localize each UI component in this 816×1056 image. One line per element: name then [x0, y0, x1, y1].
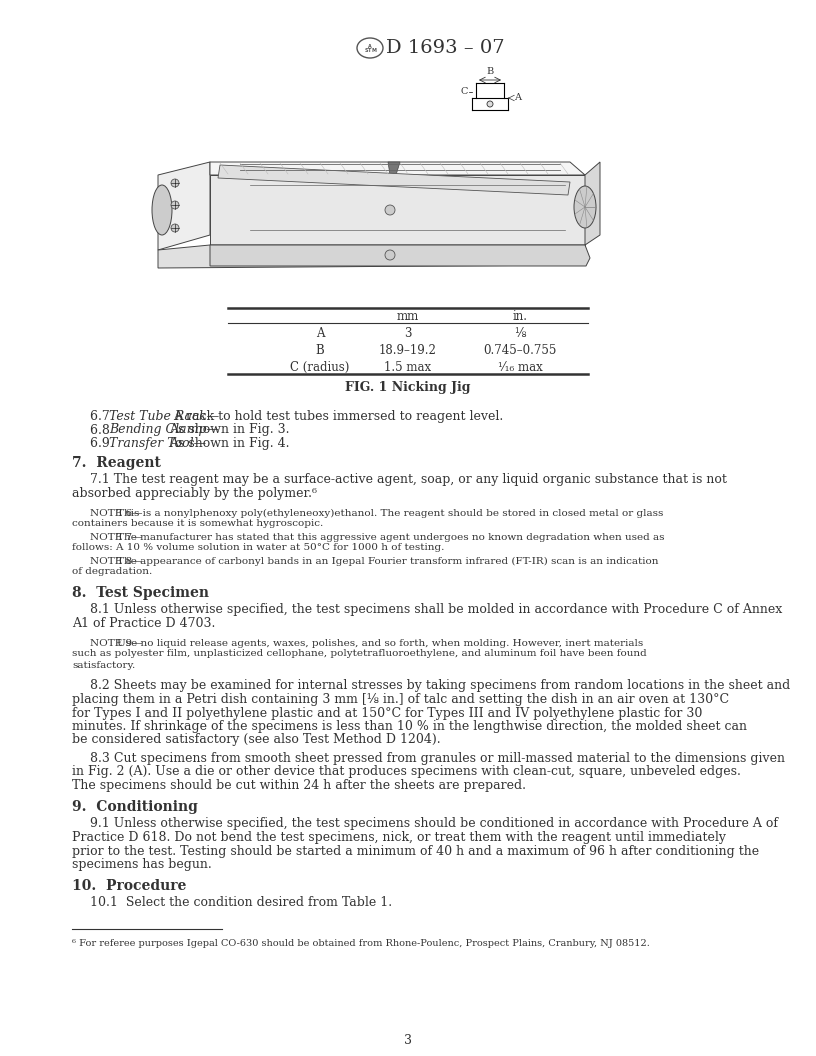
Text: Bending Clamp—: Bending Clamp— [109, 423, 219, 436]
Text: specimens has begun.: specimens has begun. [72, 857, 211, 871]
Text: Transfer Tool—: Transfer Tool— [109, 437, 206, 450]
Text: B: B [486, 67, 494, 76]
Text: As shown in Fig. 3.: As shown in Fig. 3. [169, 423, 290, 436]
Ellipse shape [574, 186, 596, 228]
Text: placing them in a Petri dish containing 3 mm [⅛ in.] of talc and setting the dis: placing them in a Petri dish containing … [72, 693, 730, 706]
Text: 7.  Reagent: 7. Reagent [72, 456, 161, 471]
Text: Use no liquid release agents, waxes, polishes, and so forth, when molding. Howev: Use no liquid release agents, waxes, pol… [118, 639, 644, 647]
Polygon shape [158, 162, 210, 250]
Text: minutes. If shrinkage of the specimens is less than 10 % in the lengthwise direc: minutes. If shrinkage of the specimens i… [72, 720, 747, 733]
Text: 1.5 max: 1.5 max [384, 361, 432, 374]
Circle shape [385, 205, 395, 215]
Ellipse shape [152, 185, 172, 235]
Text: FIG. 1 Nicking Jig: FIG. 1 Nicking Jig [345, 381, 471, 395]
Text: C (radius): C (radius) [290, 361, 350, 374]
Polygon shape [585, 162, 600, 245]
Text: for Types I and II polyethylene plastic and at 150°C for Types III and IV polyet: for Types I and II polyethylene plastic … [72, 706, 703, 719]
Text: NOTE 6—: NOTE 6— [90, 509, 143, 517]
Text: follows: A 10 % volume solution in water at 50°C for 1000 h of testing.: follows: A 10 % volume solution in water… [72, 544, 445, 552]
Text: in Fig. 2 (A). Use a die or other device that produces specimens with clean-cut,: in Fig. 2 (A). Use a die or other device… [72, 766, 741, 778]
Circle shape [171, 180, 179, 187]
Text: 10.1  Select the condition desired from Table 1.: 10.1 Select the condition desired from T… [90, 897, 392, 909]
Text: A rack to hold test tubes immersed to reagent level.: A rack to hold test tubes immersed to re… [174, 410, 503, 423]
Polygon shape [210, 175, 585, 245]
Text: 9.  Conditioning: 9. Conditioning [72, 800, 197, 814]
Text: NOTE 7—: NOTE 7— [90, 532, 143, 542]
Text: Practice D 618. Do not bend the test specimens, nick, or treat them with the rea: Practice D 618. Do not bend the test spe… [72, 831, 726, 844]
Text: of degradation.: of degradation. [72, 567, 153, 577]
Text: 18.9–19.2: 18.9–19.2 [379, 343, 437, 357]
Text: 6.8: 6.8 [90, 423, 114, 436]
Text: 6.7: 6.7 [90, 410, 113, 423]
Text: 3: 3 [404, 1034, 412, 1046]
Text: mm: mm [397, 309, 419, 322]
Text: C: C [460, 88, 468, 96]
Circle shape [487, 101, 493, 107]
Text: NOTE 9—: NOTE 9— [90, 639, 143, 647]
Text: A: A [368, 43, 372, 49]
Text: prior to the test. Testing should be started a minimum of 40 h and a maximum of : prior to the test. Testing should be sta… [72, 845, 759, 857]
Text: absorbed appreciably by the polymer.⁶: absorbed appreciably by the polymer.⁶ [72, 487, 317, 499]
Text: NOTE 8—: NOTE 8— [90, 557, 143, 566]
Text: D 1693 – 07: D 1693 – 07 [386, 39, 504, 57]
Text: As shown in Fig. 4.: As shown in Fig. 4. [169, 437, 290, 450]
Text: ⁶ For referee purposes Igepal CO-630 should be obtained from Rhone-Poulenc, Pros: ⁶ For referee purposes Igepal CO-630 sho… [72, 939, 650, 947]
Text: 8.2 Sheets may be examined for internal stresses by taking specimens from random: 8.2 Sheets may be examined for internal … [90, 679, 790, 693]
Text: The specimens should be cut within 24 h after the sheets are prepared.: The specimens should be cut within 24 h … [72, 779, 526, 792]
Text: 7.1 The test reagent may be a surface-active agent, soap, or any liquid organic : 7.1 The test reagent may be a surface-ac… [90, 473, 727, 487]
Text: in.: in. [512, 309, 527, 322]
Circle shape [385, 250, 395, 260]
Text: 10.  Procedure: 10. Procedure [72, 880, 186, 893]
Text: 8.1 Unless otherwise specified, the test specimens shall be molded in accordance: 8.1 Unless otherwise specified, the test… [90, 603, 783, 617]
Text: 8.  Test Specimen: 8. Test Specimen [72, 586, 209, 601]
Text: B: B [316, 343, 325, 357]
Circle shape [171, 224, 179, 232]
Text: 3: 3 [404, 326, 412, 340]
Polygon shape [210, 162, 585, 175]
Text: 0.745–0.755: 0.745–0.755 [483, 343, 557, 357]
Text: A: A [316, 326, 324, 340]
Polygon shape [210, 245, 590, 266]
Text: The manufacturer has stated that this aggressive agent undergoes no known degrad: The manufacturer has stated that this ag… [118, 532, 665, 542]
Text: containers because it is somewhat hygroscopic.: containers because it is somewhat hygros… [72, 520, 323, 528]
Text: A1 of Practice D 4703.: A1 of Practice D 4703. [72, 617, 215, 630]
Text: be considered satisfactory (see also Test Method D 1204).: be considered satisfactory (see also Tes… [72, 734, 441, 747]
Text: A: A [514, 94, 521, 102]
Text: M: M [371, 48, 376, 53]
Text: S: S [364, 48, 368, 53]
Polygon shape [218, 165, 570, 195]
Text: satisfactory.: satisfactory. [72, 660, 135, 670]
Text: 6.9: 6.9 [90, 437, 113, 450]
Text: T: T [368, 48, 371, 53]
Text: such as polyester film, unplasticized cellophane, polytetrafluoroethylene, and a: such as polyester film, unplasticized ce… [72, 649, 647, 659]
Polygon shape [388, 162, 400, 175]
Text: This is a nonylphenoxy poly(ethyleneoxy)ethanol. The reagent should be stored in: This is a nonylphenoxy poly(ethyleneoxy)… [118, 509, 663, 517]
Text: The appearance of carbonyl bands in an Igepal Fourier transform infrared (FT-IR): The appearance of carbonyl bands in an I… [118, 557, 659, 566]
Text: ⅛: ⅛ [514, 326, 526, 340]
Text: 8.3 Cut specimens from smooth sheet pressed from granules or mill-massed materia: 8.3 Cut specimens from smooth sheet pres… [90, 752, 785, 765]
Polygon shape [158, 245, 585, 268]
Text: Test Tube Rack—: Test Tube Rack— [109, 410, 219, 423]
Text: 9.1 Unless otherwise specified, the test specimens should be conditioned in acco: 9.1 Unless otherwise specified, the test… [90, 817, 778, 830]
Text: ¹⁄₁₆ max: ¹⁄₁₆ max [498, 361, 543, 374]
Circle shape [171, 201, 179, 209]
